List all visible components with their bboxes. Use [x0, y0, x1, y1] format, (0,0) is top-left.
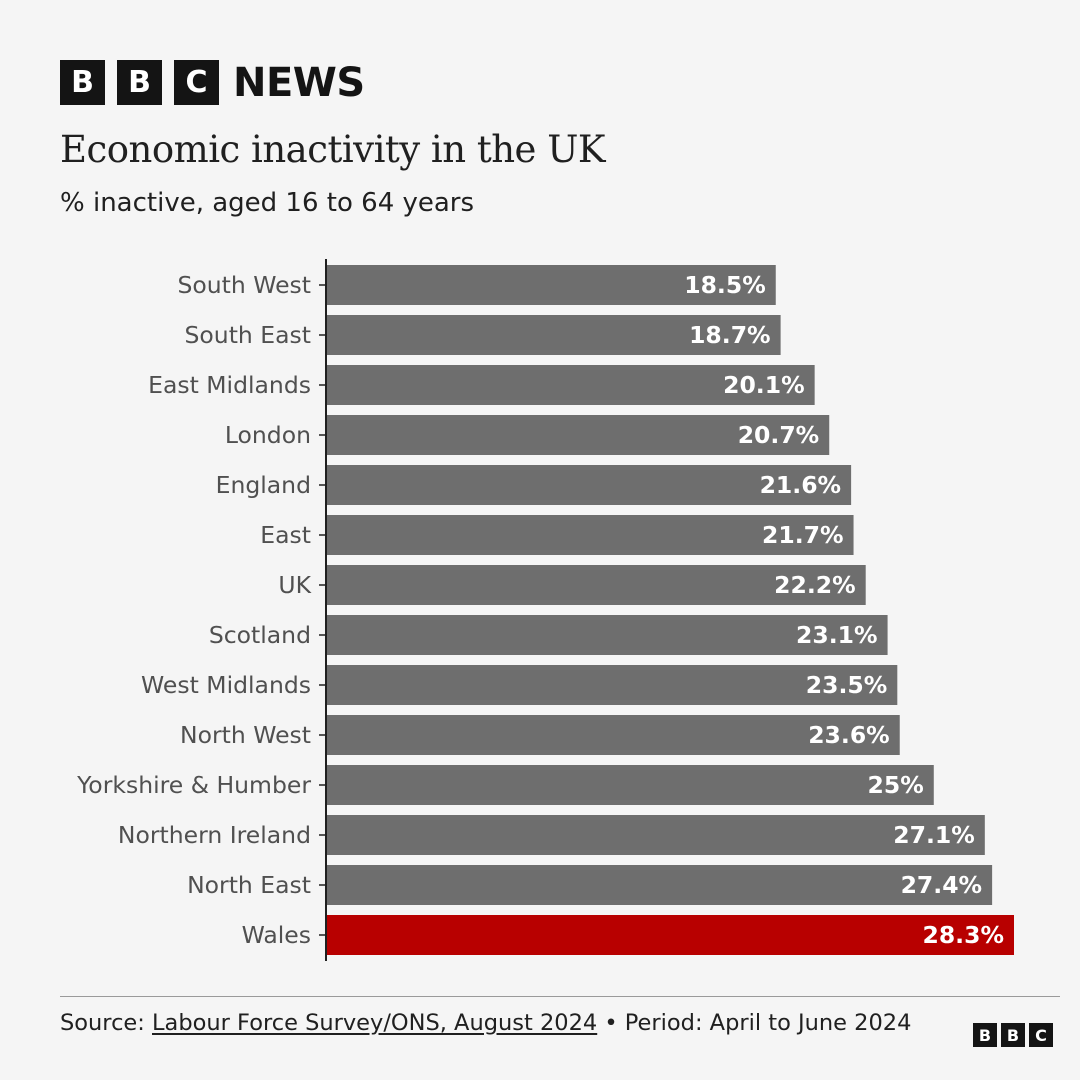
category-label: East	[260, 521, 311, 549]
mini-logo-c: C	[1029, 1023, 1053, 1047]
bar-west-midlands	[326, 665, 898, 705]
period-text: • Period: April to June 2024	[597, 1010, 912, 1036]
value-label: 20.7%	[738, 421, 820, 449]
bbc-news-logo: B B C NEWS	[60, 59, 365, 106]
value-label: 27.4%	[901, 871, 983, 899]
value-label: 25%	[868, 771, 924, 799]
logo-news-word: NEWS	[233, 59, 365, 106]
logo-block-b2: B	[117, 60, 162, 105]
category-label: England	[216, 471, 311, 499]
value-label: 23.6%	[808, 721, 890, 749]
chart-subtitle: % inactive, aged 16 to 64 years	[60, 188, 475, 218]
category-label: Wales	[242, 921, 311, 949]
bar-north-west	[326, 715, 900, 755]
value-label: 22.2%	[774, 571, 856, 599]
bar-chart: South West 18.5% South East 18.7% East Midla…	[76, 259, 1014, 961]
logo-block-c: C	[174, 60, 219, 105]
category-label: South East	[185, 321, 311, 349]
category-label: Northern Ireland	[118, 821, 311, 849]
value-label: 20.1%	[723, 371, 805, 399]
logo-block-b1: B	[60, 60, 105, 105]
value-label: 21.7%	[762, 521, 844, 549]
bar-uk	[326, 565, 866, 605]
mini-logo-b2: B	[1001, 1023, 1025, 1047]
value-label: 21.6%	[760, 471, 842, 499]
bar-wales	[326, 915, 1014, 955]
mini-logo-b1: B	[973, 1023, 997, 1047]
category-label: Scotland	[209, 621, 311, 649]
value-label: 28.3%	[922, 921, 1004, 949]
category-label: North West	[180, 721, 311, 749]
source-link[interactable]: Labour Force Survey/ONS, August 2024	[152, 1010, 598, 1036]
category-label: East Midlands	[148, 371, 311, 399]
footer-divider	[60, 996, 1060, 997]
value-label: 27.1%	[893, 821, 975, 849]
value-label: 23.5%	[806, 671, 888, 699]
category-label: North East	[187, 871, 311, 899]
bar-east-midlands	[326, 365, 815, 405]
bar-yorkshire-humber	[326, 765, 934, 805]
value-label: 18.5%	[684, 271, 766, 299]
bar-england	[326, 465, 852, 505]
category-label: UK	[278, 571, 311, 599]
source-note: Source: Labour Force Survey/ONS, August …	[60, 1008, 950, 1039]
category-label: Yorkshire & Humber	[76, 771, 311, 799]
bar-south-east	[326, 315, 781, 355]
chart-title: Economic inactivity in the UK	[60, 128, 606, 171]
bar-north-east	[326, 865, 993, 905]
bar-london	[326, 415, 830, 455]
bbc-mini-logo: B B C	[973, 1023, 1057, 1047]
category-label: South West	[177, 271, 311, 299]
category-label: London	[225, 421, 311, 449]
value-label: 23.1%	[796, 621, 878, 649]
bar-northern-ireland	[326, 815, 985, 855]
category-label: West Midlands	[141, 671, 311, 699]
source-prefix: Source:	[60, 1010, 153, 1036]
bar-scotland	[326, 615, 888, 655]
bar-east	[326, 515, 854, 555]
bar-south-west	[326, 265, 776, 305]
value-label: 18.7%	[689, 321, 771, 349]
